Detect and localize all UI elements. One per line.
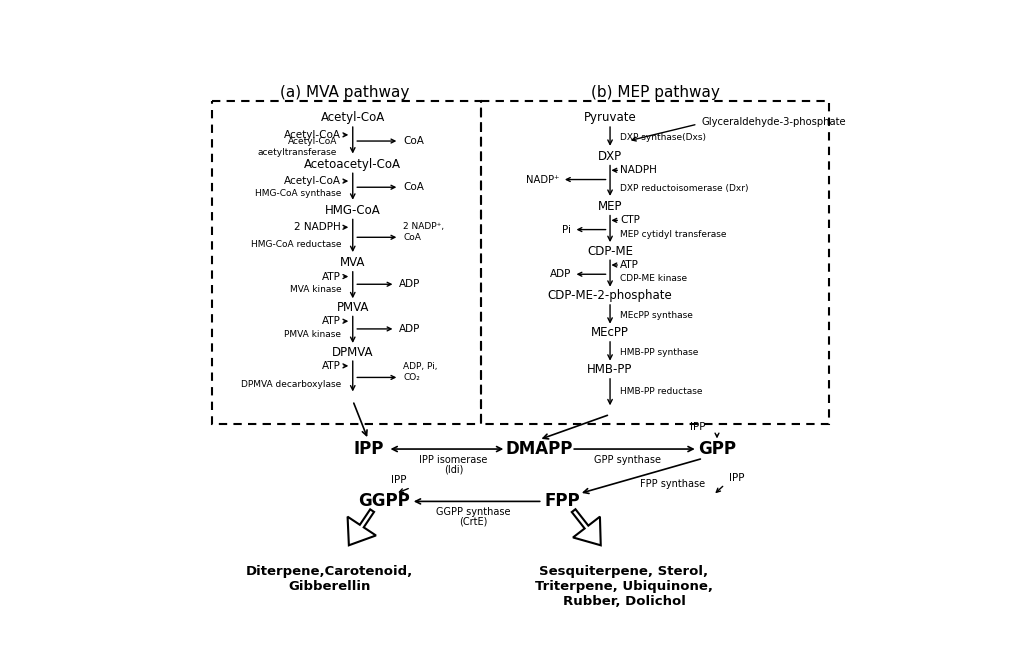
Text: NADPH: NADPH [621,166,657,175]
Text: Acetyl-CoA: Acetyl-CoA [321,111,385,124]
Text: IPP: IPP [729,473,744,483]
Text: (CrtE): (CrtE) [459,516,487,526]
Text: DXP reductoisomerase (Dxr): DXP reductoisomerase (Dxr) [621,184,749,193]
Text: ADP: ADP [399,324,421,334]
Text: MVA kinase: MVA kinase [290,285,341,294]
Text: DMAPP: DMAPP [505,440,572,458]
Bar [480,101,829,424]
Text: MEP cytidyl transferase: MEP cytidyl transferase [621,230,727,239]
Text: CDP-ME-2-phosphate: CDP-ME-2-phosphate [548,289,673,303]
Text: (b) MEP pathway: (b) MEP pathway [591,85,720,100]
Text: DXP synthase(Dxs): DXP synthase(Dxs) [621,134,707,142]
Text: HMG-CoA synthase: HMG-CoA synthase [255,189,341,198]
Bar [212,101,480,424]
Text: (Idi): (Idi) [443,464,463,474]
Text: HMB-PP reductase: HMB-PP reductase [621,387,702,396]
Text: CoA: CoA [403,136,424,146]
Text: HMB-PP: HMB-PP [588,363,633,376]
Text: GGPP: GGPP [357,493,410,510]
Text: MVA: MVA [340,256,366,269]
Text: DXP: DXP [598,150,623,163]
Text: FPP synthase: FPP synthase [640,479,706,489]
Text: Acetyl-CoA: Acetyl-CoA [284,130,341,140]
Text: Sesquiterpene, Sterol,
Triterpene, Ubiquinone,
Rubber, Dolichol: Sesquiterpene, Sterol, Triterpene, Ubiqu… [535,565,713,608]
Text: ADP, Pi,
CO₂: ADP, Pi, CO₂ [403,362,437,382]
Text: Acetyl-CoA
acetyltransferase: Acetyl-CoA acetyltransferase [258,138,337,157]
Text: HMG-CoA reductase: HMG-CoA reductase [251,240,341,249]
Text: HMB-PP synthase: HMB-PP synthase [621,348,698,357]
Text: IPP: IPP [391,475,407,485]
Text: CDP-ME: CDP-ME [587,245,633,258]
Text: IPP: IPP [353,440,383,458]
Text: Acetyl-CoA: Acetyl-CoA [284,176,341,186]
Text: HMG-CoA: HMG-CoA [325,204,381,217]
Text: MEcPP: MEcPP [591,326,629,339]
Text: MEP: MEP [598,200,623,213]
Text: Pyruvate: Pyruvate [584,111,637,124]
Text: Glyceraldehyde-3-phosphate: Glyceraldehyde-3-phosphate [701,117,846,127]
Text: 2 NADP⁺,
CoA: 2 NADP⁺, CoA [403,222,444,242]
Text: IPP: IPP [690,422,706,432]
Text: ATP: ATP [323,361,341,371]
Text: ATP: ATP [621,260,639,270]
Text: 2 NADPH: 2 NADPH [294,222,341,232]
Text: CoA: CoA [403,182,424,192]
Text: Pi: Pi [562,224,571,234]
Text: PMVA kinase: PMVA kinase [284,330,341,339]
Text: Diterpene,Carotenoid,
Gibberellin: Diterpene,Carotenoid, Gibberellin [246,565,413,592]
Text: DPMVA: DPMVA [332,346,374,359]
Text: MEcPP synthase: MEcPP synthase [621,310,693,320]
Text: Acetoacetyl-CoA: Acetoacetyl-CoA [304,158,401,171]
Text: GGPP synthase: GGPP synthase [435,507,510,517]
Text: (a) MVA pathway: (a) MVA pathway [281,85,410,100]
Text: GPP: GPP [698,440,736,458]
Text: ATP: ATP [323,316,341,326]
Text: CDP-ME kinase: CDP-ME kinase [621,274,687,283]
Text: IPP isomerase: IPP isomerase [419,455,487,465]
Text: FPP: FPP [544,493,580,510]
Text: DPMVA decarboxylase: DPMVA decarboxylase [241,380,341,389]
Text: ADP: ADP [550,269,571,279]
Text: CTP: CTP [621,215,640,225]
Text: GPP synthase: GPP synthase [594,455,662,465]
Text: ATP: ATP [323,271,341,281]
Text: ADP: ADP [399,279,421,289]
Text: PMVA: PMVA [337,301,369,314]
Text: NADP⁺: NADP⁺ [526,175,560,185]
